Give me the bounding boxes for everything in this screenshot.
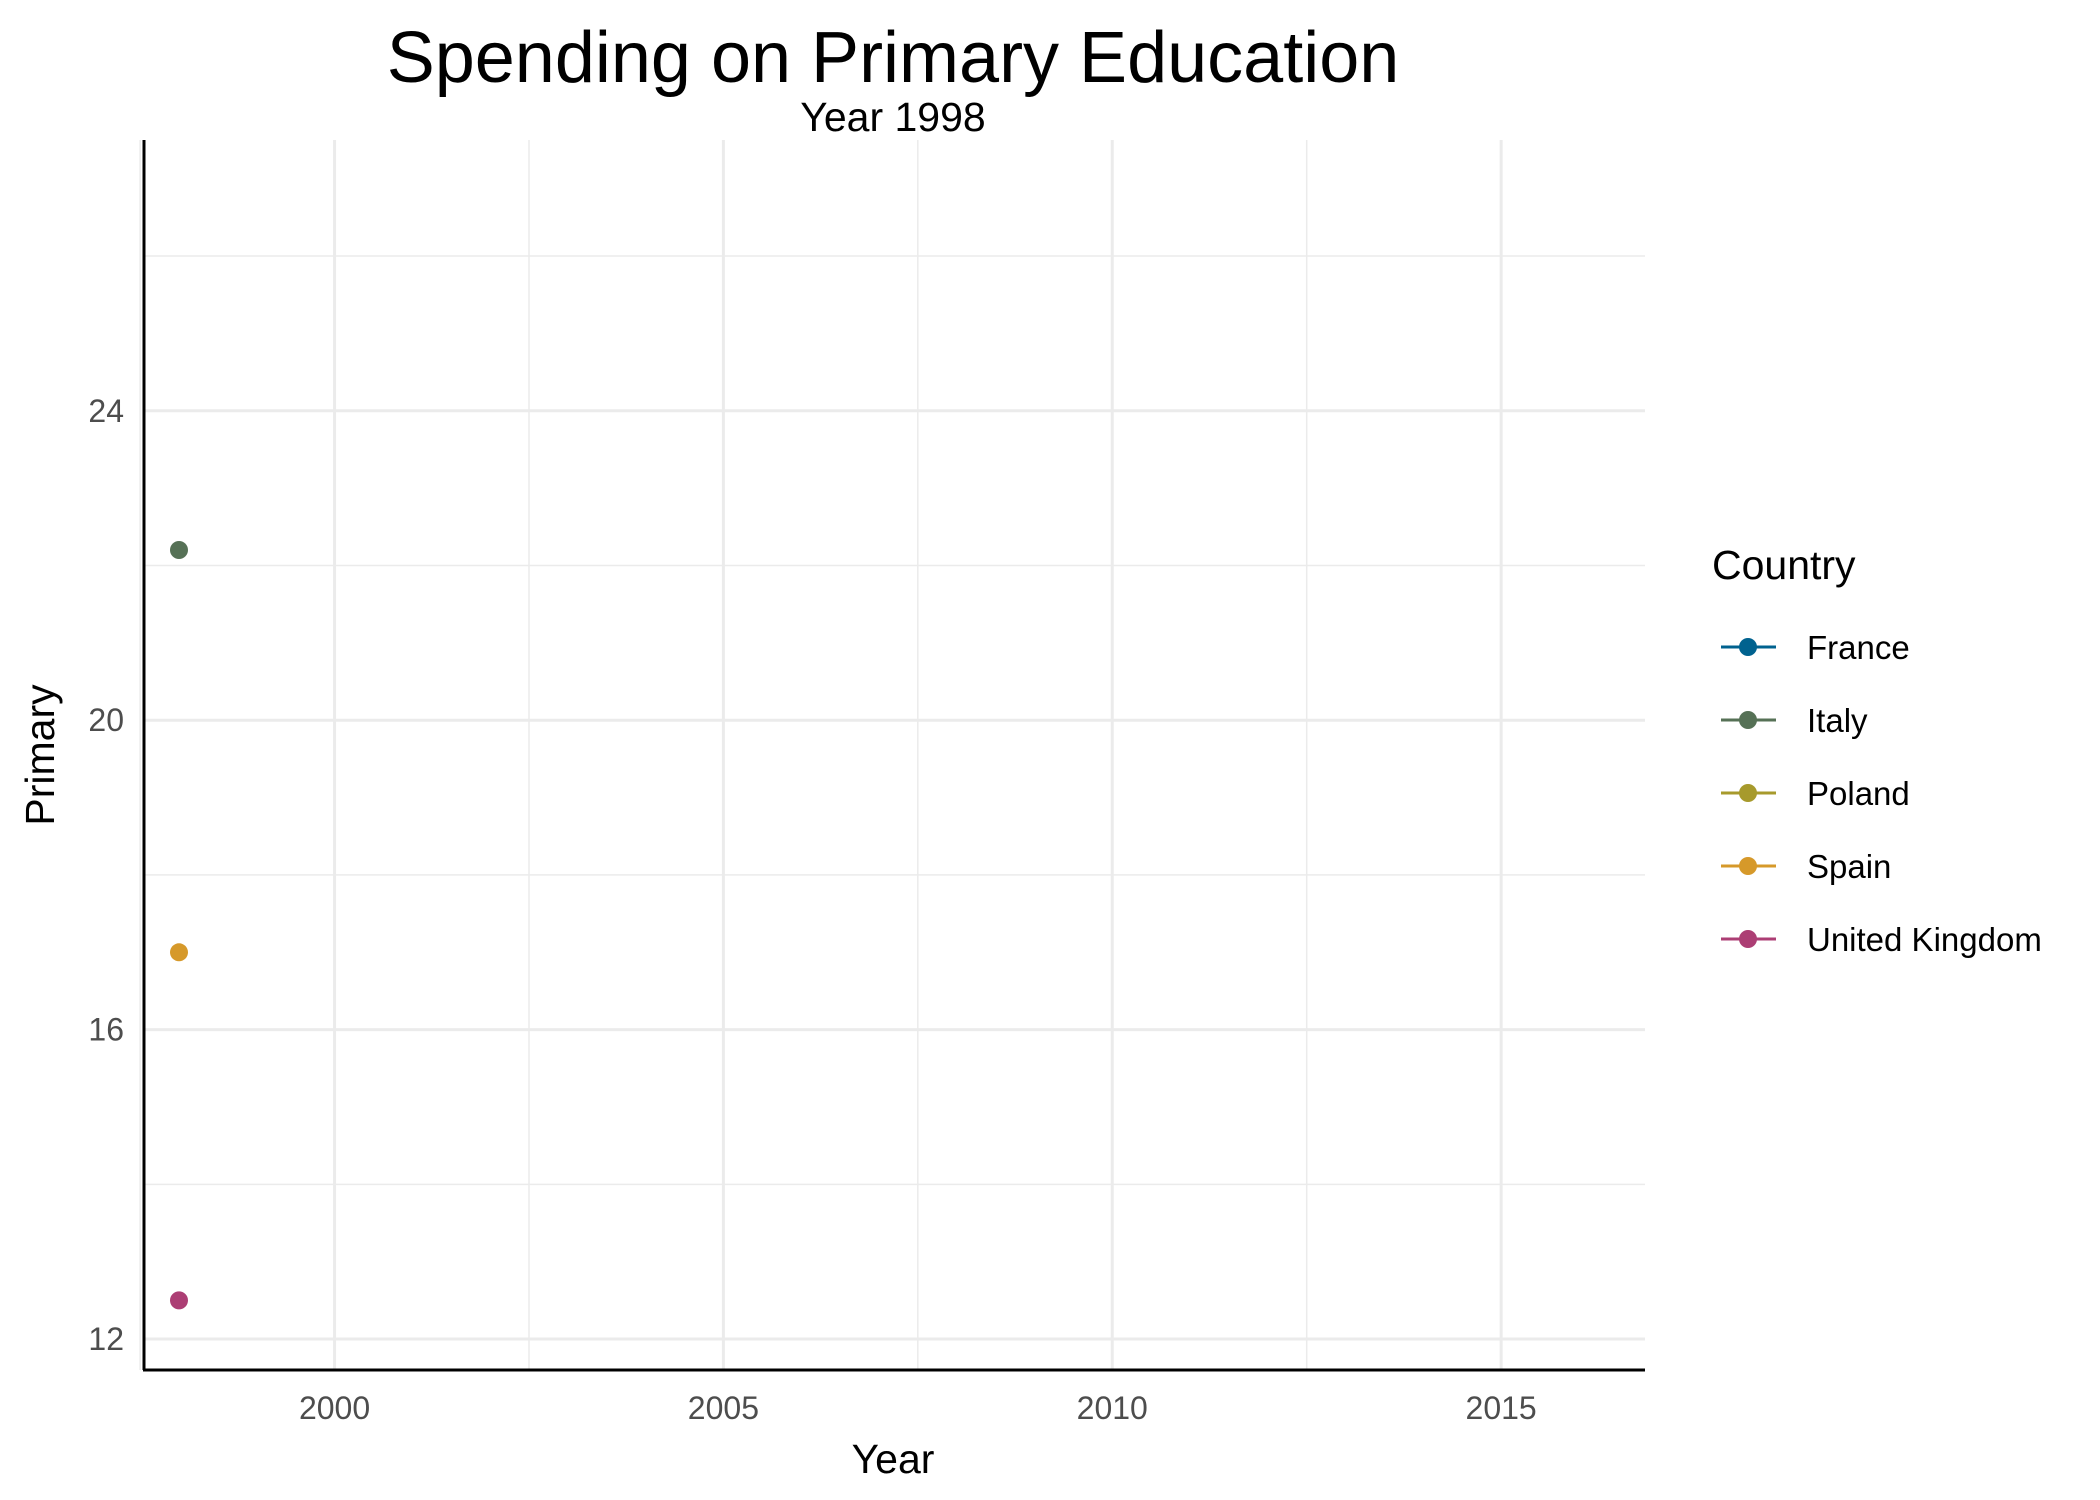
legend-label: France: [1807, 629, 1910, 666]
tick-labels: 2000 2005 2010 2015 12 16 20 24: [88, 393, 1536, 1426]
data-point: [169, 943, 188, 962]
legend-label: United Kingdom: [1807, 921, 2042, 958]
x-axis-label: Year: [852, 1436, 935, 1482]
chart-title: Spending on Primary Education: [387, 18, 1400, 98]
legend-title: Country: [1712, 542, 1856, 588]
legend-label: Poland: [1807, 775, 1910, 812]
legend-key-point: [1739, 638, 1757, 656]
data-point: [169, 541, 188, 559]
data-points: [169, 541, 188, 1310]
y-axis-label: Primary: [17, 684, 63, 826]
legend-key-point: [1739, 711, 1757, 729]
y-tick-label: 20: [88, 702, 124, 738]
data-point: [169, 1291, 188, 1310]
legend-key-point: [1739, 784, 1757, 802]
x-tick-label: 2010: [1077, 1390, 1148, 1426]
legend-label: Spain: [1807, 848, 1891, 885]
grid: [139, 140, 1645, 1370]
legend-label: Italy: [1807, 702, 1868, 739]
y-tick-label: 12: [88, 1321, 124, 1357]
legend-key-point: [1739, 930, 1757, 948]
legend: Country France Italy Poland Spain United Kin…: [1712, 542, 2042, 958]
x-tick-label: 2005: [688, 1390, 759, 1426]
y-tick-label: 24: [88, 393, 124, 429]
x-tick-label: 2015: [1466, 1390, 1537, 1426]
legend-key-point: [1739, 857, 1757, 875]
chart-subtitle: Year 1998: [800, 94, 985, 140]
y-tick-label: 16: [88, 1012, 124, 1048]
axes: [142, 140, 1645, 1372]
x-tick-label: 2000: [299, 1390, 370, 1426]
